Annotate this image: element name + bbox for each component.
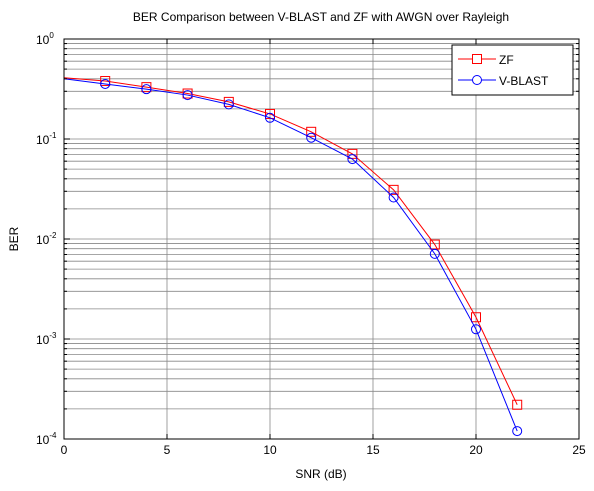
data-point-v-blast — [388, 192, 399, 203]
data-point-v-blast — [100, 78, 111, 89]
y-tick-exponent: -2 — [49, 231, 57, 240]
y-tick-base: 10 — [36, 133, 50, 147]
y-tick-label: 10-3 — [36, 331, 57, 347]
y-tick-base: 10 — [36, 33, 50, 47]
y-tick-base: 10 — [36, 233, 50, 247]
data-point-zf — [306, 126, 317, 137]
data-point-v-blast — [141, 84, 152, 95]
legend-marker-v-blast — [472, 75, 482, 85]
data-point-zf — [512, 399, 523, 410]
x-tick-label: 25 — [572, 443, 586, 457]
y-tick-label: 10-4 — [36, 431, 57, 447]
x-axis-label: SNR (dB) — [295, 467, 346, 481]
data-point-v-blast — [471, 324, 481, 335]
legend-box — [451, 44, 574, 96]
x-tick-label: 15 — [366, 443, 380, 457]
x-tick-label: 20 — [469, 443, 483, 457]
y-tick-exponent: 0 — [49, 31, 54, 40]
y-tick-label: 100 — [36, 31, 54, 47]
x-tick-label: 10 — [263, 443, 277, 457]
y-tick-label: 10-1 — [36, 131, 57, 147]
data-point-v-blast — [223, 99, 234, 110]
y-axis-label: BER — [7, 226, 21, 251]
data-point-v-blast — [512, 426, 523, 437]
x-tick-label: 0 — [61, 443, 68, 457]
data-point-zf — [388, 184, 399, 195]
data-point-zf — [223, 96, 234, 107]
series-line-zf — [63, 77, 518, 405]
y-tick-base: 10 — [36, 433, 50, 447]
legend-label-zf: ZF — [499, 53, 514, 67]
data-point-zf — [100, 76, 111, 87]
data-point-zf — [265, 108, 275, 119]
data-point-zf — [347, 148, 358, 159]
data-point-v-blast — [306, 132, 317, 143]
y-tick-label: 10-2 — [36, 231, 57, 247]
legend-marker-zf — [472, 54, 482, 64]
data-point-v-blast — [265, 112, 275, 123]
legend: ZF V-BLAST — [451, 44, 574, 96]
y-tick-base: 10 — [36, 333, 50, 347]
chart-title: BER Comparison between V-BLAST and ZF wi… — [133, 10, 509, 24]
y-tick-exponent: -1 — [49, 131, 57, 140]
x-tick-label: 5 — [164, 443, 171, 457]
series-layer — [63, 76, 523, 437]
series-line-v-blast — [63, 78, 518, 432]
legend-label-v-blast: V-BLAST — [499, 74, 549, 88]
y-tick-exponent: -3 — [49, 331, 57, 340]
data-point-v-blast — [347, 154, 358, 165]
data-point-zf — [471, 312, 481, 323]
data-point-v-blast — [429, 248, 440, 259]
data-point-v-blast — [182, 90, 193, 101]
y-tick-exponent: -4 — [49, 431, 57, 440]
